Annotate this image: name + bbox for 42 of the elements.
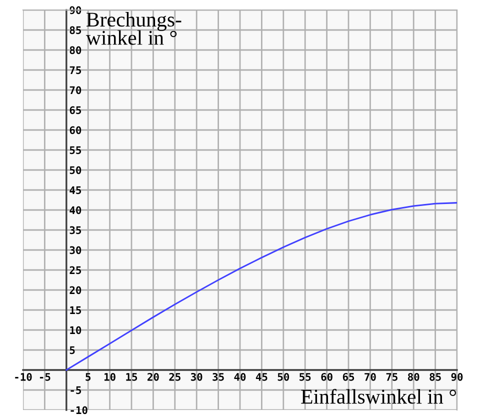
x-tick-label: 55 bbox=[300, 373, 311, 381]
y-tick-label: 10 bbox=[70, 326, 82, 334]
y-tick-label: 45 bbox=[70, 186, 82, 194]
x-tick-label: 5 bbox=[86, 373, 91, 381]
y-tick-label: 25 bbox=[70, 266, 82, 274]
x-tick-label: 85 bbox=[430, 372, 441, 381]
x-tick-label: 30 bbox=[190, 372, 202, 381]
x-tick-label: 45 bbox=[256, 373, 268, 381]
y-tick-label: 65 bbox=[70, 106, 82, 114]
y-tick-label: 35 bbox=[70, 226, 82, 234]
y-tick-label: 75 bbox=[70, 66, 82, 74]
x-tick-label: 40 bbox=[234, 372, 246, 381]
x-tick-label: 60 bbox=[321, 372, 332, 381]
y-tick-label: 5 bbox=[70, 346, 75, 354]
y-tick-label: 60 bbox=[70, 126, 82, 134]
y-tick-label: 20 bbox=[70, 286, 82, 294]
y-tick-label: 70 bbox=[70, 86, 82, 94]
y-tick-label: -5 bbox=[70, 386, 82, 394]
x-tick-label: 15 bbox=[126, 373, 138, 381]
y-tick-label: 30 bbox=[70, 246, 82, 254]
x-axis-title: Einfallswinkel in ° bbox=[301, 388, 456, 404]
y-tick-label: 80 bbox=[70, 46, 82, 54]
line-series bbox=[66, 202, 457, 371]
x-tick-label: 90 bbox=[451, 372, 463, 381]
y-tick-label: 40 bbox=[70, 206, 82, 214]
x-tick-label: -5 bbox=[40, 373, 50, 381]
x-tick-label: 10 bbox=[104, 372, 116, 381]
x-tick-label: 50 bbox=[278, 372, 290, 381]
x-tick-label: 65 bbox=[342, 372, 354, 381]
y-tick-label: 55 bbox=[70, 146, 82, 154]
x-tick-label: 70 bbox=[364, 372, 376, 381]
y-axis-title: Brechungs- winkel in ° bbox=[86, 12, 182, 45]
y-tick-label: 85 bbox=[70, 26, 82, 34]
x-tick-label: 20 bbox=[148, 372, 159, 381]
x-tick-label: -10 bbox=[15, 372, 32, 381]
x-tick-label: 25 bbox=[169, 372, 180, 381]
x-tick-label: 35 bbox=[212, 372, 224, 381]
y-tick-label: 15 bbox=[70, 306, 82, 314]
x-tick-label: 75 bbox=[386, 373, 398, 381]
y-tick-label: 50 bbox=[70, 166, 82, 174]
y-tick-label: -10 bbox=[70, 406, 88, 414]
x-tick-label: 80 bbox=[408, 372, 420, 381]
